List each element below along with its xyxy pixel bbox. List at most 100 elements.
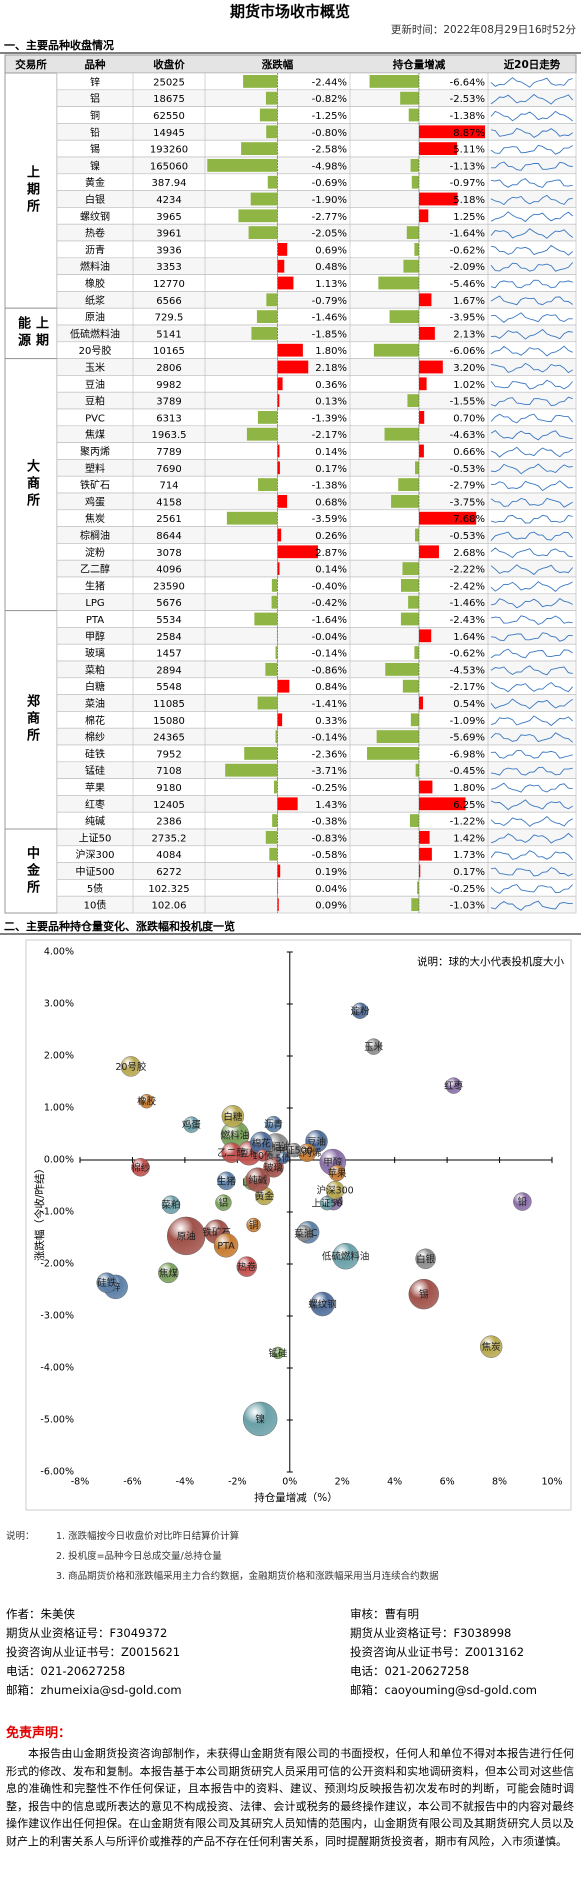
trend-sparkline bbox=[490, 564, 574, 576]
trend-sparkline bbox=[490, 632, 573, 642]
trend-sparkline bbox=[490, 598, 573, 609]
trend-sparkline bbox=[490, 480, 573, 492]
close-price: 5534 bbox=[156, 615, 181, 626]
oi-bar bbox=[419, 444, 424, 458]
change-label: 0.69% bbox=[315, 245, 347, 256]
x-tick-label: 8% bbox=[492, 1477, 507, 1488]
exchange-label: 上期所 bbox=[24, 165, 39, 217]
product-name: 黄金 bbox=[85, 176, 105, 189]
oi-bar bbox=[408, 108, 419, 122]
trend-sparkline bbox=[490, 531, 574, 541]
close-price: 2806 bbox=[156, 363, 181, 374]
change-bar bbox=[271, 579, 278, 592]
oi-bar bbox=[414, 646, 419, 659]
change-bar bbox=[277, 713, 283, 727]
oi-label: -0.53% bbox=[450, 531, 485, 542]
product-name: 生猪 bbox=[85, 579, 105, 592]
product-name: 乙二醇 bbox=[80, 563, 110, 576]
bubble-label: 纯碱 bbox=[248, 1174, 268, 1186]
change-bar bbox=[265, 831, 278, 844]
change-label: 2.18% bbox=[315, 363, 347, 374]
change-bar bbox=[257, 411, 278, 424]
change-bar bbox=[251, 327, 278, 340]
change-label: 0.17% bbox=[315, 464, 347, 475]
close-price: 3353 bbox=[156, 262, 181, 273]
oi-bar bbox=[419, 360, 443, 374]
close-price: 714 bbox=[159, 481, 178, 492]
change-bar bbox=[266, 125, 278, 139]
note: 2. 投机度=品种今日总成交量/总持仓量 bbox=[56, 1551, 222, 1562]
bubble bbox=[319, 1195, 335, 1211]
oi-label: 8.87% bbox=[453, 128, 485, 139]
change-label: -3.71% bbox=[312, 766, 347, 777]
oi-label: 0.54% bbox=[453, 699, 485, 710]
bubble-label: 红枣 bbox=[444, 1080, 464, 1092]
close-price: 729.5 bbox=[155, 313, 184, 324]
bubble-label: 上证50 bbox=[311, 1199, 342, 1210]
bubble bbox=[271, 1346, 285, 1360]
change-label: -4.98% bbox=[312, 161, 347, 172]
bubble-label: 10债 bbox=[252, 1150, 274, 1162]
oi-bar bbox=[419, 293, 432, 307]
bubble-label: 原油 bbox=[177, 1230, 196, 1242]
change-label: 0.14% bbox=[315, 565, 347, 576]
y-tick-label: -3.00% bbox=[40, 1311, 74, 1322]
change-label: -1.85% bbox=[312, 329, 347, 340]
bubble-label: 螺纹钢 bbox=[308, 1299, 337, 1311]
oi-label: 3.20% bbox=[453, 363, 485, 374]
oi-label: 1.73% bbox=[453, 850, 485, 861]
close-price: 3961 bbox=[156, 229, 181, 240]
trend-sparkline bbox=[490, 815, 573, 827]
section-heading: 二、主要品种持仓量变化、涨跌幅和投机度一览 bbox=[4, 919, 235, 933]
bubble bbox=[513, 1192, 532, 1211]
bubble-label: 乙二醇 bbox=[217, 1147, 246, 1159]
bubble-label: 铅 bbox=[518, 1196, 528, 1208]
oi-bar bbox=[408, 595, 419, 609]
change-label: -0.40% bbox=[312, 581, 347, 592]
bubble bbox=[263, 1157, 284, 1178]
oi-label: -1.03% bbox=[450, 901, 485, 912]
product-name: 纯碱 bbox=[85, 815, 105, 828]
oi-bar bbox=[419, 377, 427, 391]
bubble-label: 玉米 bbox=[364, 1041, 384, 1053]
change-label: -2.58% bbox=[312, 145, 347, 156]
change-label: -0.14% bbox=[312, 649, 347, 660]
bubble-label: 焦煤 bbox=[159, 1267, 179, 1279]
close-price: 7690 bbox=[156, 464, 181, 475]
trend-sparkline bbox=[490, 110, 573, 122]
bubble-label: 生猪 bbox=[217, 1175, 237, 1187]
product-name: 上证50 bbox=[79, 832, 112, 844]
x-tick-label: 2% bbox=[335, 1477, 350, 1488]
change-bar bbox=[277, 545, 318, 559]
close-price: 4096 bbox=[156, 565, 181, 576]
y-tick-label: -2.00% bbox=[40, 1259, 74, 1270]
product-name: 菜油 bbox=[85, 697, 105, 710]
close-price: 2584 bbox=[156, 632, 181, 643]
author-info: 电话：021-20627258 bbox=[350, 1664, 470, 1678]
trend-sparkline bbox=[490, 497, 573, 508]
oi-bar bbox=[415, 528, 419, 542]
oi-label: -0.25% bbox=[450, 884, 485, 895]
change-label: 0.19% bbox=[315, 867, 347, 878]
bubble bbox=[287, 1142, 302, 1158]
close-price: 165060 bbox=[150, 161, 188, 172]
bubble bbox=[213, 1233, 239, 1258]
oi-label: -3.95% bbox=[450, 313, 485, 324]
trend-sparkline bbox=[490, 144, 573, 155]
oi-bar bbox=[419, 629, 432, 643]
change-label: -2.77% bbox=[312, 212, 347, 223]
oi-bar bbox=[385, 663, 419, 676]
column-header: 持仓量增减 bbox=[393, 58, 446, 71]
trend-sparkline bbox=[490, 295, 573, 306]
change-label: -0.82% bbox=[312, 94, 347, 105]
oi-bar bbox=[417, 881, 419, 895]
trend-sparkline bbox=[490, 615, 573, 626]
bubble-label: 焦炭 bbox=[482, 1341, 502, 1353]
trend-sparkline bbox=[490, 698, 573, 710]
oi-label: -2.43% bbox=[450, 615, 485, 626]
trend-sparkline bbox=[490, 665, 573, 676]
product-name: 白糖 bbox=[85, 680, 105, 693]
close-price: 102.325 bbox=[148, 884, 189, 895]
y-tick-label: 3.00% bbox=[44, 999, 74, 1010]
close-price: 62550 bbox=[153, 111, 185, 122]
